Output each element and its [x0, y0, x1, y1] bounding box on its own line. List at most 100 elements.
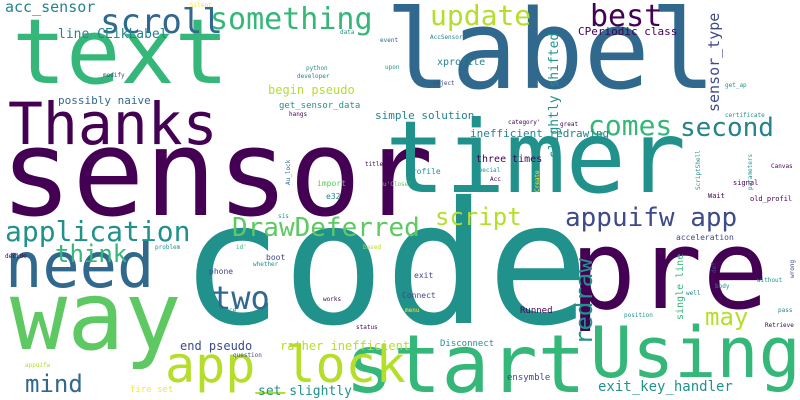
word-something: something — [210, 2, 373, 37]
word-two: two — [212, 279, 270, 317]
word-single-line: single line — [675, 253, 686, 320]
word-may: may — [705, 303, 749, 331]
word-object: object — [433, 80, 455, 87]
word-certificate: certificate — [725, 112, 765, 119]
word-rather-inefficient: rather inefficient — [280, 339, 411, 353]
word-question: question — [233, 352, 262, 359]
word-acceleration: acceleration — [676, 233, 734, 242]
word-runned: Runned — [520, 306, 553, 316]
word-disconnect: Disconnect — [440, 339, 495, 349]
word-boot: boot — [266, 253, 286, 262]
word-hangs: hangs — [289, 111, 308, 118]
word-get-ap: get_ap — [725, 82, 747, 89]
word-special: special — [475, 167, 501, 174]
word-developer: developer — [297, 73, 330, 80]
word-exit: exit — [414, 271, 434, 280]
word-signal: signal — [733, 179, 759, 187]
word-e32: e32 — [326, 192, 341, 201]
word-profile: profile — [407, 167, 441, 176]
word-import: import — [317, 179, 346, 188]
word-ensymble: ensymble — [507, 373, 551, 383]
word-exit-key-handler: exit_key_handler — [598, 379, 733, 395]
word-scroll: scroll — [100, 2, 223, 42]
word-xprofile: xprofile — [437, 57, 486, 68]
word-application: application — [5, 215, 191, 248]
word-great: great — [560, 121, 579, 128]
word-fire-set: fire set — [130, 385, 174, 395]
word-set-slightly: set slightly — [258, 384, 352, 399]
word-category: category' — [508, 119, 541, 126]
word-body: body — [715, 283, 730, 290]
word-advance: advance — [211, 307, 237, 314]
word-position: position — [624, 312, 653, 319]
word-possibly-naive: possibly naive — [58, 94, 151, 107]
word-simple-solution: simple solution — [375, 109, 475, 122]
word-think: think — [55, 240, 128, 268]
word-sensor: sensor — [0, 105, 434, 244]
word-need: need — [5, 229, 155, 302]
word-canvas: Canvas — [771, 163, 793, 170]
word-connect: Connect — [402, 291, 436, 300]
word-code: code — [180, 166, 590, 364]
word-retrieve: Retrieve — [765, 322, 794, 329]
word-whether: whether — [253, 261, 279, 268]
word-data: data — [340, 29, 355, 36]
word-wrong: wrong — [789, 259, 796, 278]
word-well: well — [686, 290, 701, 297]
word-title: title — [365, 161, 384, 168]
word-silent: Silent — [190, 2, 212, 9]
word-acc: Acc — [490, 176, 501, 183]
word-python: python — [306, 65, 328, 72]
word-problem: problem — [155, 244, 181, 251]
word-cperiodic-class: CPeriodic class — [578, 25, 678, 38]
word-end-pseudo: end pseudo — [180, 339, 253, 353]
word-based: based — [363, 244, 382, 251]
word-comes: comes — [588, 109, 673, 142]
word-id: id' — [236, 244, 247, 251]
word-accsensor: AccSensor' — [430, 34, 467, 41]
word-label: label — [385, 0, 717, 114]
word-decide: decide — [5, 253, 27, 260]
word-au-lock: Au_lock — [285, 159, 292, 185]
word-text: text — [12, 0, 229, 105]
word-line-ceiklabel: line CEikLabel — [58, 27, 168, 42]
word-works: works — [323, 296, 342, 303]
word-get-sensor-data: get_sensor_data — [279, 101, 361, 111]
word-acc-sensor: acc_sensor — [5, 0, 96, 16]
word-start: start — [345, 318, 586, 400]
word-phone: phone — [209, 267, 234, 276]
word-second: second — [680, 113, 774, 143]
word-way: way — [10, 262, 182, 372]
word-drawdeferred: DrawDeferred — [232, 213, 420, 243]
word-create: Create — [534, 170, 541, 192]
word-wait: Wait — [708, 192, 725, 200]
word-status: status — [356, 324, 378, 331]
word-pass: pass — [778, 307, 793, 314]
word-menu: menu — [405, 307, 420, 314]
word-begin-pseudo: begin pseudo — [268, 83, 355, 97]
word-event: event — [380, 37, 399, 44]
word-made: made — [313, 316, 328, 323]
word-three-times: three times — [476, 154, 543, 165]
word-upon: upon — [385, 64, 400, 71]
word-thanks: Thanks — [8, 90, 218, 158]
word-timer: timer — [385, 99, 687, 216]
word-parameters: parameters — [747, 153, 754, 190]
word-script: script — [435, 203, 522, 231]
word-sis: sis — [278, 213, 289, 220]
word-modify: modify — [103, 72, 125, 79]
word-mind: mind — [25, 370, 83, 398]
word-without: without — [757, 277, 783, 284]
word-update: update — [430, 0, 532, 32]
word-pre: pre — [570, 206, 769, 334]
word-old-profil: old_profil — [750, 195, 793, 203]
word-best: best — [590, 0, 663, 34]
word-redraw: redraw — [570, 258, 598, 345]
word-using: Using — [590, 312, 800, 394]
word-inefficient-redrawing: inefficient redrawing — [470, 127, 610, 140]
word-app-lock: app_lock — [165, 336, 406, 394]
word-u-close: u'Close' — [383, 181, 412, 188]
word-def: def — [711, 262, 718, 273]
word-sensor-type: sensor_type — [705, 12, 723, 112]
